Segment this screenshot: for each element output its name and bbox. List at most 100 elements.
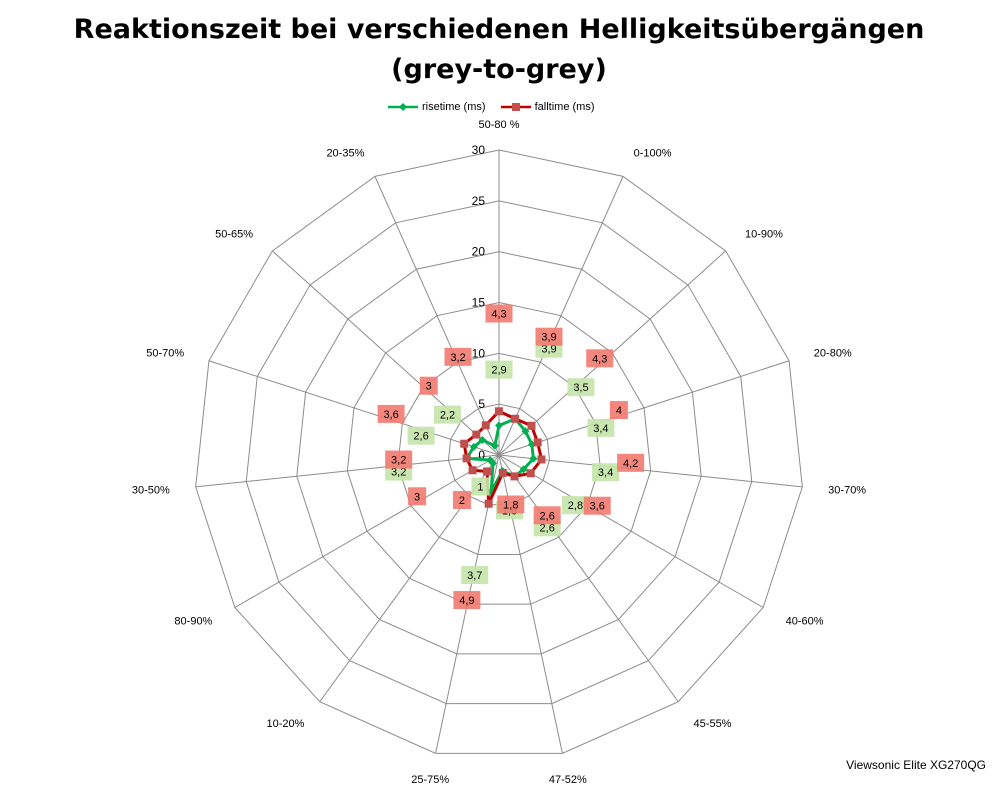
radial-tick-label: 0 bbox=[478, 448, 485, 462]
grid-spoke bbox=[374, 176, 500, 456]
data-point-falltime bbox=[472, 430, 481, 439]
data-point-falltime bbox=[462, 454, 471, 463]
grid-ring bbox=[346, 301, 652, 605]
data-label-falltime-text: 2 bbox=[459, 495, 465, 507]
watermark: Viewsonic Elite XG270QG bbox=[846, 758, 986, 772]
data-label-risetime-text: 3,2 bbox=[391, 467, 406, 479]
data-label-falltime-text: 3,6 bbox=[383, 409, 398, 421]
category-label: 20-35% bbox=[326, 148, 364, 160]
data-point-falltime bbox=[481, 421, 490, 430]
data-point-falltime bbox=[533, 438, 542, 447]
legend-label-falltime: falltime (ms) bbox=[534, 101, 595, 113]
data-label-falltime-text: 3,9 bbox=[541, 332, 556, 344]
category-label: 30-70% bbox=[828, 485, 866, 497]
data-point-risetime bbox=[529, 454, 538, 463]
data-point-falltime bbox=[484, 499, 493, 508]
data-label-risetime: 2,2 bbox=[433, 405, 461, 424]
radial-tick-label: 20 bbox=[472, 245, 486, 259]
data-label-risetime: 3,5 bbox=[567, 378, 595, 397]
data-label-falltime: 1,8 bbox=[497, 495, 525, 514]
grid-spoke bbox=[498, 176, 624, 456]
data-label-falltime-box bbox=[485, 304, 513, 323]
data-label-risetime-text: 2,6 bbox=[413, 431, 428, 443]
data-point-falltime bbox=[537, 455, 546, 464]
data-label-falltime-box bbox=[453, 591, 481, 610]
grid-spoke bbox=[498, 454, 803, 488]
grid-spoke bbox=[498, 454, 764, 608]
category-label: 25-75% bbox=[411, 774, 449, 786]
data-label-falltime: 3,2 bbox=[385, 450, 413, 469]
grid-spoke bbox=[195, 454, 500, 488]
data-label-falltime: 3,9 bbox=[535, 327, 563, 346]
category-label: 40-60% bbox=[786, 616, 824, 628]
category-label: 50-70% bbox=[146, 348, 184, 360]
data-label-falltime: 3,2 bbox=[444, 347, 472, 366]
data-point-falltime bbox=[460, 439, 469, 448]
data-label-risetime-box bbox=[561, 496, 589, 515]
data-label-falltime-box bbox=[452, 490, 471, 509]
data-point-falltime bbox=[495, 407, 503, 416]
data-point-risetime bbox=[486, 456, 495, 465]
data-label-falltime-text: 4,3 bbox=[592, 353, 607, 365]
data-label-risetime: 2,9 bbox=[485, 360, 513, 379]
data-label-risetime-box bbox=[567, 378, 595, 397]
category-label: 20-80% bbox=[814, 348, 852, 360]
data-point-risetime bbox=[478, 436, 487, 445]
data-label-risetime: 2,6 bbox=[407, 426, 435, 445]
data-label-falltime-box bbox=[419, 376, 438, 395]
data-label-falltime: 4,2 bbox=[617, 453, 645, 472]
data-label-risetime: 2,8 bbox=[561, 496, 589, 515]
data-label-falltime: 3 bbox=[408, 487, 427, 506]
category-label: 50-65% bbox=[215, 229, 253, 241]
data-label-risetime-box bbox=[587, 418, 615, 437]
data-label-risetime-text: 2,8 bbox=[568, 500, 583, 512]
data-point-falltime bbox=[511, 414, 520, 423]
series-line-0 bbox=[465, 417, 535, 494]
radial-tick-label: 5 bbox=[478, 397, 485, 411]
data-label-risetime-text: 3,4 bbox=[598, 467, 613, 479]
grid-ring bbox=[195, 149, 803, 754]
grid-ring bbox=[296, 251, 702, 655]
data-label-falltime-text: 2,6 bbox=[540, 510, 555, 522]
data-label-risetime: 1 bbox=[471, 477, 490, 496]
grid-ring bbox=[397, 352, 601, 555]
data-label-falltime-box bbox=[444, 347, 472, 366]
data-label-risetime-text: 1 bbox=[477, 481, 483, 493]
chart-title: Reaktionszeit bei verschiedenen Helligke… bbox=[0, 10, 998, 90]
data-label-falltime-box bbox=[385, 450, 413, 469]
data-label-falltime: 4,3 bbox=[586, 349, 614, 368]
data-label-falltime-box bbox=[535, 327, 563, 346]
grid-spoke bbox=[272, 250, 500, 456]
legend-label-risetime: risetime (ms) bbox=[422, 101, 486, 113]
data-label-falltime-box bbox=[533, 506, 561, 525]
data-label-falltime: 4 bbox=[609, 401, 628, 420]
data-label-risetime-box bbox=[461, 566, 489, 585]
legend-falltime-marker-icon bbox=[500, 103, 531, 111]
data-label-falltime-text: 4,9 bbox=[459, 595, 474, 607]
data-label-falltime-box bbox=[609, 401, 628, 420]
data-point-falltime bbox=[510, 472, 519, 481]
data-label-risetime: 3,7 bbox=[461, 566, 489, 585]
data-label-risetime-text: 2,6 bbox=[540, 522, 555, 534]
data-label-falltime-box bbox=[497, 495, 525, 514]
grid-spoke bbox=[498, 454, 679, 703]
data-label-risetime-box bbox=[592, 463, 620, 482]
data-label-risetime-text: 2,9 bbox=[491, 365, 506, 377]
data-point-risetime bbox=[495, 421, 503, 430]
radial-tick-label: 30 bbox=[472, 143, 486, 157]
data-label-risetime-text: 3,9 bbox=[541, 344, 556, 356]
data-label-falltime-text: 4 bbox=[616, 405, 622, 417]
category-label: 30-50% bbox=[132, 485, 170, 497]
data-point-falltime bbox=[468, 466, 477, 475]
data-label-falltime: 4,9 bbox=[453, 591, 481, 610]
data-label-risetime-box bbox=[471, 477, 490, 496]
grid-spoke bbox=[208, 360, 500, 456]
data-label-falltime-box bbox=[408, 487, 427, 506]
series-line-1 bbox=[462, 409, 543, 506]
data-label-falltime-text: 3 bbox=[414, 491, 420, 503]
data-label-falltime-box bbox=[377, 404, 405, 423]
radial-tick-label: 15 bbox=[472, 296, 486, 310]
data-label-risetime-text: 2,2 bbox=[440, 410, 455, 422]
data-label-falltime: 2,6 bbox=[533, 506, 561, 525]
